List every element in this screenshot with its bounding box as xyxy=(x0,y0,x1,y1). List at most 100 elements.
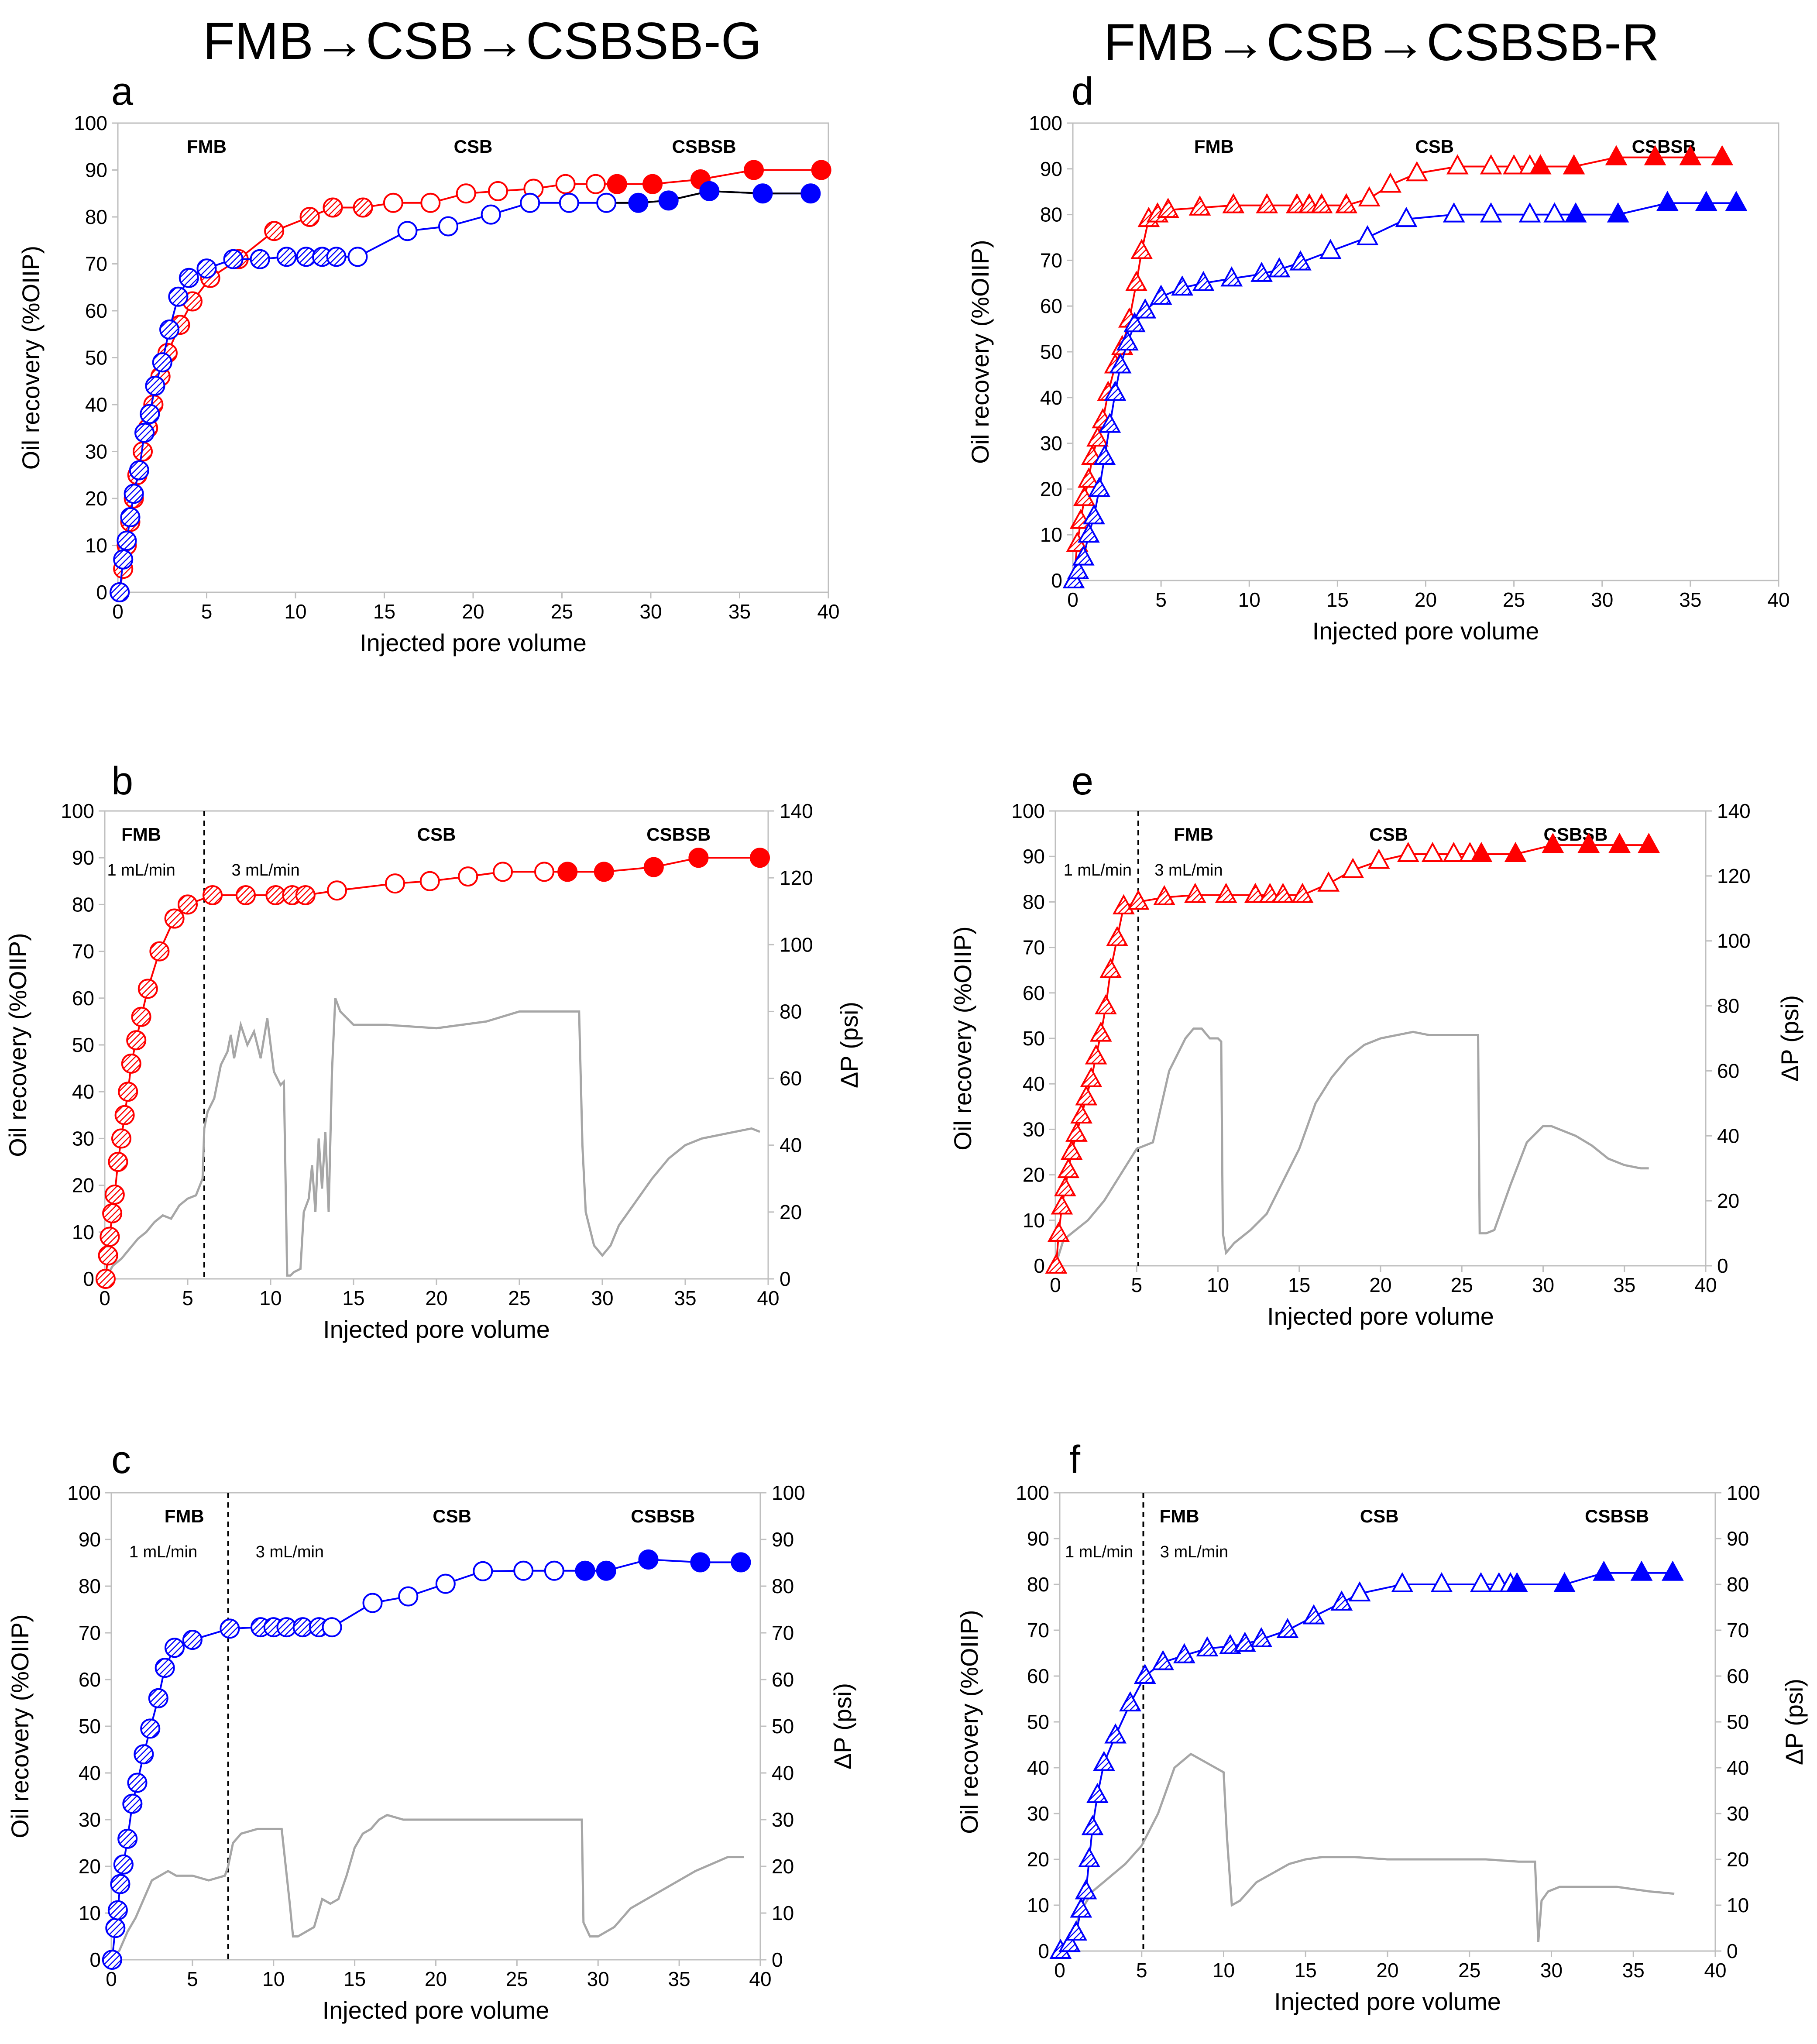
data-point-red xyxy=(264,221,285,241)
data-point-red xyxy=(1679,145,1702,165)
data-point-red xyxy=(534,862,554,882)
data-point-red xyxy=(607,174,627,194)
data-point-blue xyxy=(1250,261,1273,282)
y2-tick-label: 0 xyxy=(1717,1254,1728,1277)
data-point-blue xyxy=(1607,202,1629,223)
data-point-red xyxy=(1317,871,1340,892)
data-point-red xyxy=(1259,883,1281,903)
phase-label-fmb: FMB xyxy=(1174,824,1213,845)
x-tick-label: 10 xyxy=(1207,1274,1229,1296)
data-point-red xyxy=(1542,832,1564,853)
y-tick-label: 20 xyxy=(1040,478,1062,500)
pressure-curve xyxy=(1054,1027,1649,1266)
data-point-blue xyxy=(122,1793,143,1814)
x-tick-label: 0 xyxy=(99,1287,110,1309)
data-point-blue xyxy=(1356,225,1379,245)
data-point-blue xyxy=(1593,1560,1615,1581)
data-point-blue xyxy=(1395,206,1418,227)
data-point-red xyxy=(1335,193,1357,213)
data-point-blue xyxy=(699,181,720,201)
rate-label: 1 mL/min xyxy=(1065,1543,1133,1561)
y2-tick-label: 10 xyxy=(1727,1894,1749,1917)
data-point-blue xyxy=(1081,1815,1104,1835)
x-tick-label: 25 xyxy=(551,600,573,623)
y-tick-label: 10 xyxy=(85,534,107,557)
data-point-red xyxy=(126,1030,147,1051)
panel-letter-c: c xyxy=(111,1438,131,1482)
data-point-blue xyxy=(1553,1572,1576,1592)
data-point-red xyxy=(1153,885,1175,905)
y-tick-label: 80 xyxy=(1040,203,1062,226)
y-tick-label: 80 xyxy=(72,893,94,916)
data-point-red xyxy=(1256,193,1278,213)
data-point-red xyxy=(811,160,831,180)
data-point-blue xyxy=(1093,444,1116,465)
y-tick-label: 50 xyxy=(1027,1711,1049,1733)
column-title-left: FMB→CSB→CSBSB-G xyxy=(203,12,762,70)
y2-tick-label: 60 xyxy=(1717,1059,1739,1082)
y-tick-label: 0 xyxy=(83,1268,94,1290)
x-tick-label: 25 xyxy=(1503,588,1525,611)
data-point-blue xyxy=(1173,1643,1195,1663)
data-point-blue xyxy=(1078,522,1100,543)
data-point-red xyxy=(95,1269,116,1289)
y-tick-label: 40 xyxy=(79,1762,101,1784)
data-point-blue xyxy=(179,268,199,288)
data-point-blue xyxy=(1564,202,1587,223)
data-point-blue xyxy=(129,460,149,481)
y2-tick-label: 40 xyxy=(1727,1756,1749,1779)
y-tick-label: 100 xyxy=(61,800,94,822)
x-tick-label: 5 xyxy=(1136,1959,1147,1982)
phase-label-csbsb: CSBSB xyxy=(1632,136,1696,157)
phase-label-csb: CSB xyxy=(433,1506,471,1526)
y-tick-label: 40 xyxy=(72,1080,94,1103)
x-tick-label: 20 xyxy=(1369,1274,1391,1296)
panel-letter-a: a xyxy=(111,70,134,113)
panel-e: e0 5 10 15 20 25 30 35 4001020304050607080901000… xyxy=(949,759,1803,1330)
x-tick-label: 35 xyxy=(1622,1959,1645,1982)
data-point-blue xyxy=(481,204,501,225)
data-point-red xyxy=(236,885,256,905)
y-tick-label: 100 xyxy=(67,1481,101,1504)
data-point-red xyxy=(137,979,158,999)
data-point-blue xyxy=(113,1854,134,1875)
y2-axis-label: ΔP (psi) xyxy=(1776,995,1803,1082)
data-point-red xyxy=(1078,467,1100,488)
pressure-curve xyxy=(1058,1752,1675,1952)
column-title-right: FMB→CSB→CSBSB-R xyxy=(1103,13,1659,72)
x-tick-label: 15 xyxy=(343,1968,366,1990)
y2-tick-label: 0 xyxy=(780,1268,791,1290)
data-point-blue xyxy=(1319,239,1342,259)
data-point-red xyxy=(121,1053,141,1074)
data-point-blue xyxy=(347,247,368,267)
data-point-blue xyxy=(223,249,244,269)
y2-tick-label: 20 xyxy=(772,1855,794,1878)
y-tick-label: 70 xyxy=(1027,1619,1049,1642)
phase-label-fmb: FMB xyxy=(121,824,161,845)
y2-tick-label: 120 xyxy=(1717,865,1751,887)
panel-letter-d: d xyxy=(1072,70,1093,113)
data-point-red xyxy=(419,871,440,891)
data-point-blue xyxy=(1086,1783,1109,1803)
data-point-blue xyxy=(1268,257,1291,278)
y-tick-label: 50 xyxy=(72,1034,94,1056)
y-tick-label: 100 xyxy=(1029,112,1062,134)
y-tick-label: 100 xyxy=(1011,800,1045,822)
data-point-red xyxy=(1244,883,1267,903)
x-tick-label: 10 xyxy=(262,1968,285,1990)
y-tick-label: 40 xyxy=(1040,386,1062,409)
phase-label-fmb: FMB xyxy=(1160,1506,1199,1526)
y-tick-label: 60 xyxy=(85,299,107,322)
data-point-red xyxy=(1379,172,1402,193)
data-point-red xyxy=(1070,1103,1092,1124)
data-point-blue xyxy=(1104,1723,1127,1744)
data-point-red xyxy=(98,1245,118,1266)
panel-letter-b: b xyxy=(111,759,133,803)
y2-tick-label: 70 xyxy=(1727,1619,1749,1642)
y2-tick-label: 40 xyxy=(1717,1124,1739,1147)
panel-letter-f: f xyxy=(1069,1438,1081,1482)
data-point-blue xyxy=(1391,1572,1414,1592)
data-point-red xyxy=(1125,271,1147,291)
y-tick-label: 70 xyxy=(1040,249,1062,271)
x-tick-label: 10 xyxy=(1238,588,1261,611)
